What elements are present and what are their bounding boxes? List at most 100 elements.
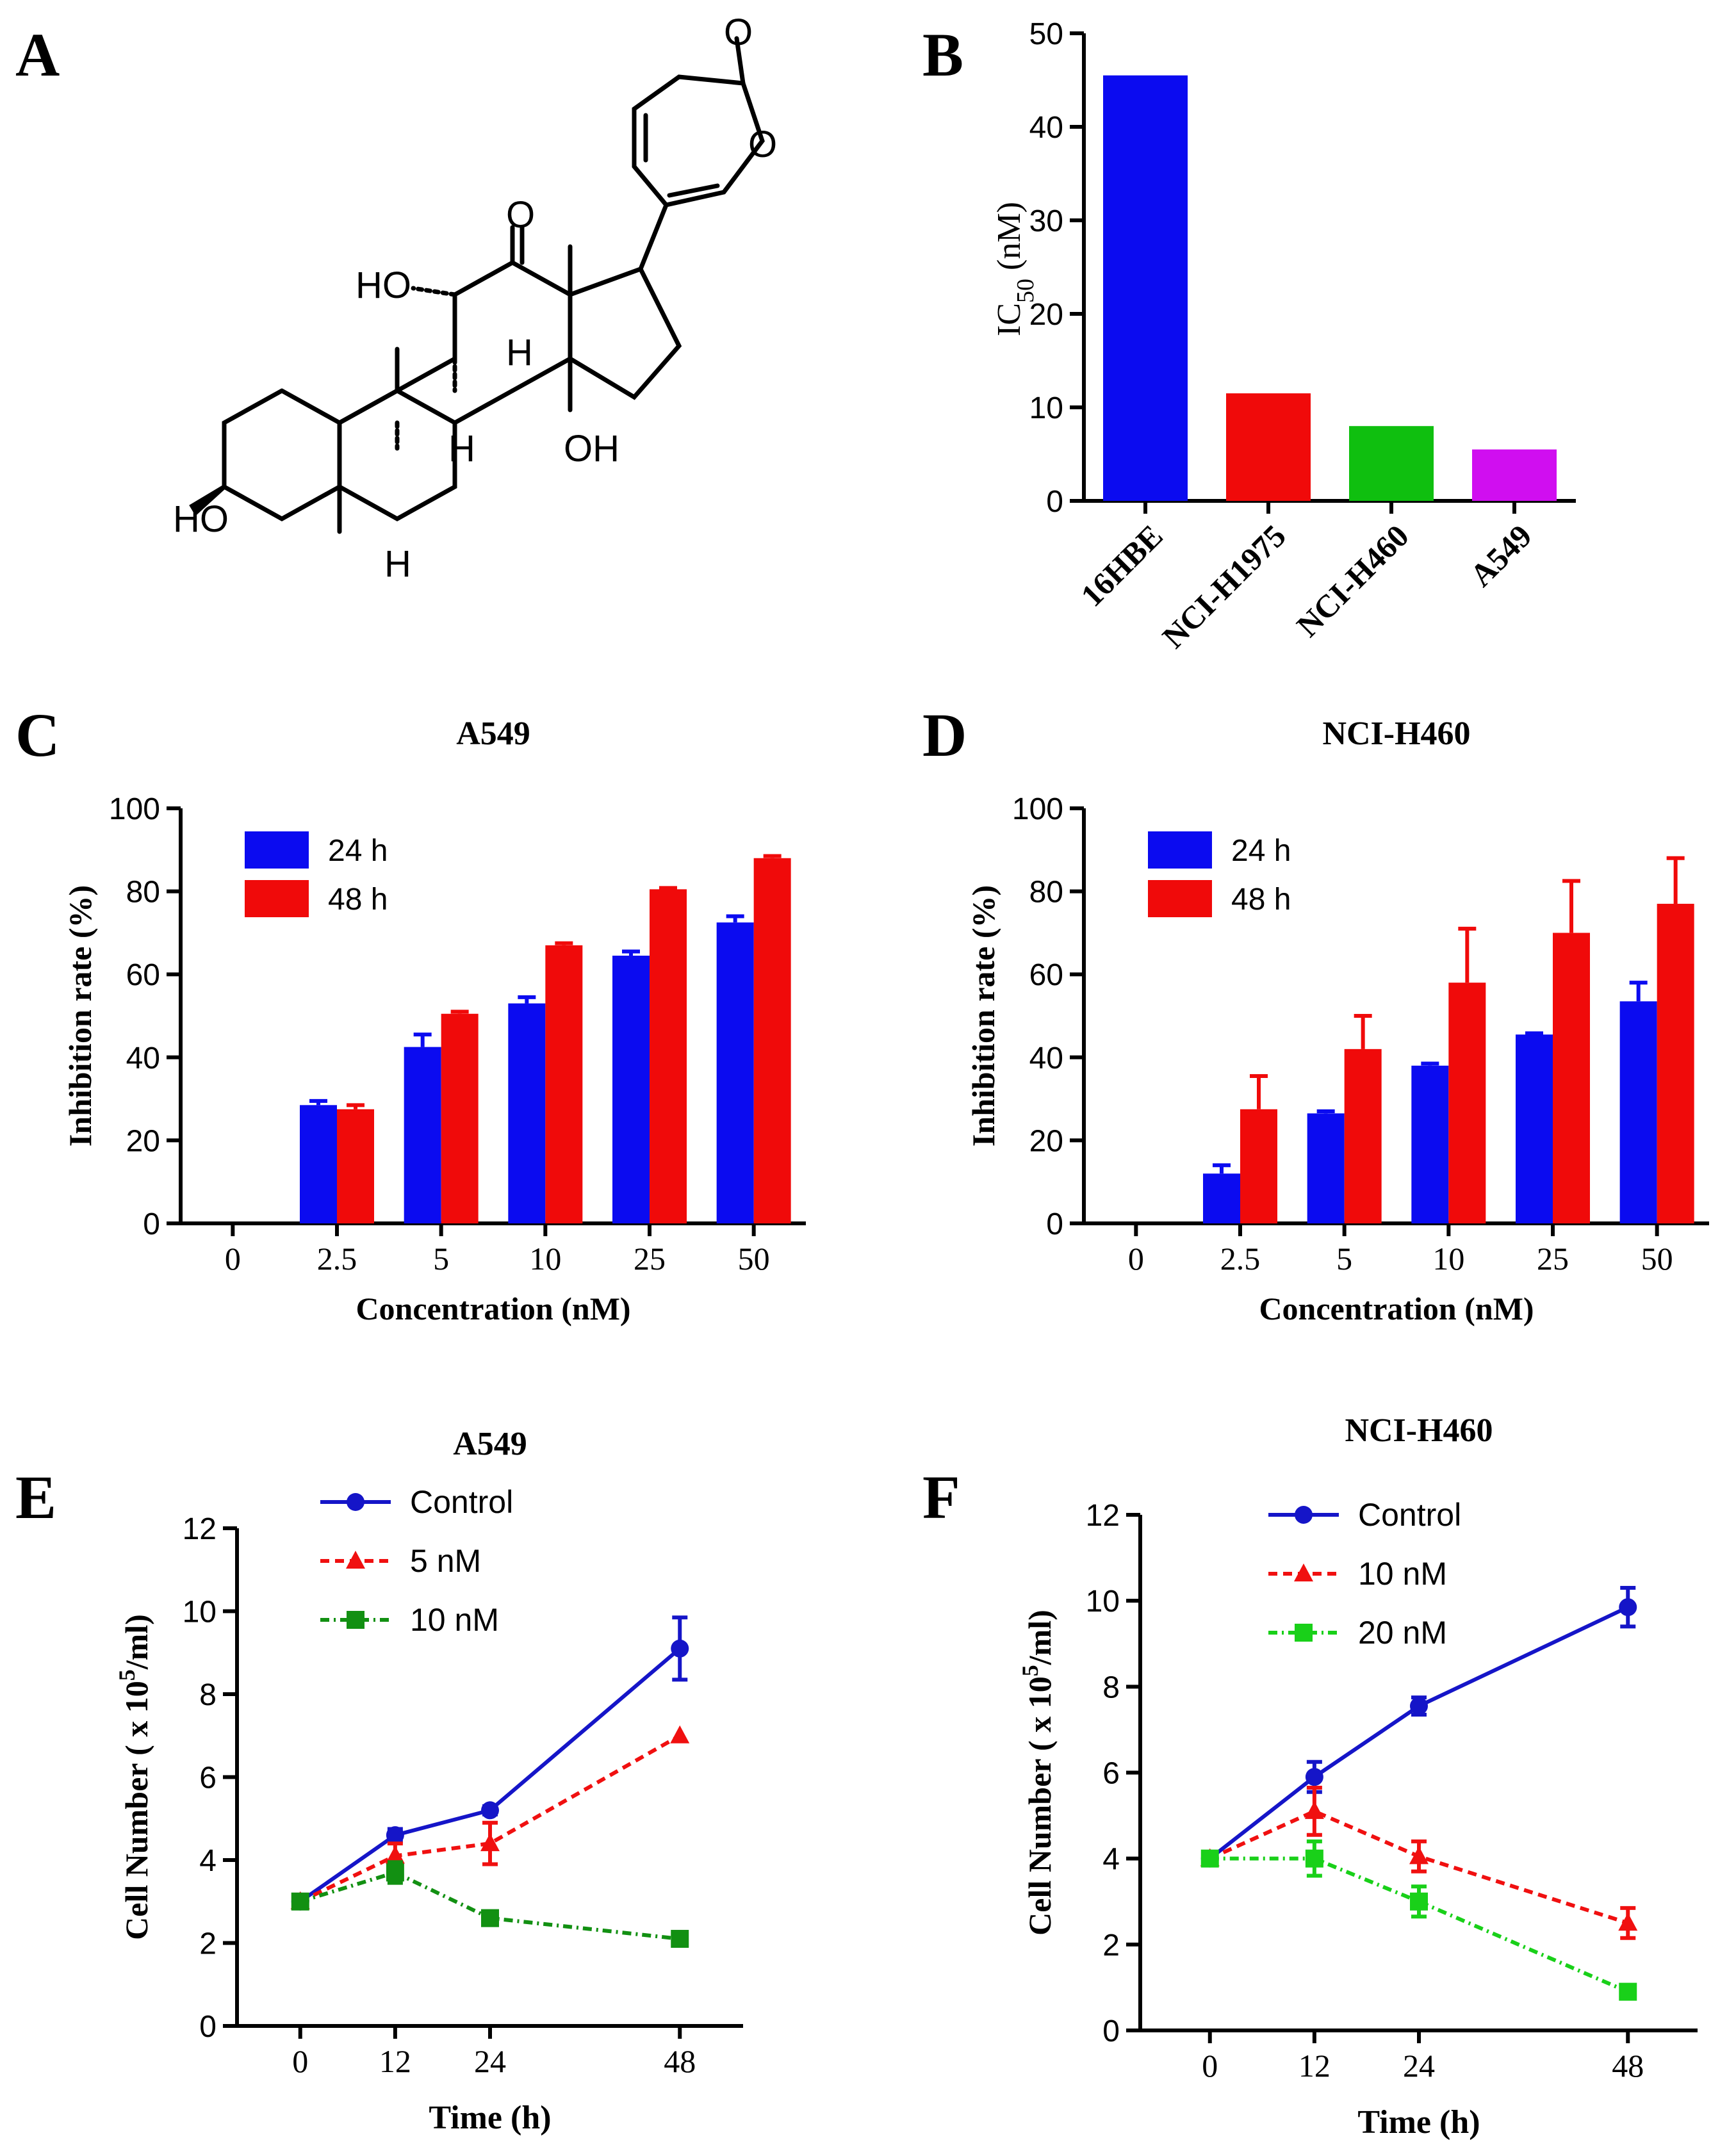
y-tick-label: 60 — [126, 958, 160, 992]
legend-label: 10 nM — [410, 1602, 499, 1638]
legend-label: 48 h — [1231, 883, 1291, 917]
legend-swatch-24h — [1148, 831, 1212, 869]
x-tick-label: 48 — [1612, 2048, 1644, 2084]
data-point-10nM — [1304, 1800, 1324, 1819]
bar-48h-5 — [1344, 1049, 1382, 1223]
y-tick-label: 2 — [199, 1927, 217, 1961]
legend-marker — [347, 1611, 364, 1629]
x-tick-label: 16HBE — [1074, 518, 1170, 614]
data-point-10nM — [671, 1930, 689, 1948]
y-axis-label-tail: (nM) — [991, 202, 1028, 279]
y-axis-label: Cell Number ( x 105/ml) — [1017, 1610, 1058, 1936]
x-axis-label: Time (h) — [429, 2100, 551, 2136]
data-point-10nM — [1409, 1846, 1429, 1865]
legend-label: 48 h — [328, 883, 388, 917]
data-point-Control — [386, 1826, 404, 1845]
x-axis-label: Concentration (nM) — [356, 1291, 630, 1327]
y-tick-label: 0 — [1046, 485, 1063, 519]
y-tick-label: 20 — [1029, 298, 1063, 332]
bar-a549 — [1472, 449, 1557, 501]
data-point-Control — [1305, 1768, 1323, 1786]
y-tick-label: 0 — [1046, 1207, 1063, 1241]
data-point-10nM — [481, 1909, 499, 1927]
chart-title: A549 — [456, 715, 530, 752]
bar-24h-50 — [716, 922, 754, 1223]
bar-16hbe — [1103, 75, 1188, 501]
bar-24h-10 — [508, 1003, 546, 1223]
y-tick-label: 20 — [1029, 1124, 1063, 1158]
bar-24h-2.5 — [1203, 1173, 1240, 1223]
data-point-20nM — [1200, 1849, 1219, 1868]
data-point-Control — [671, 1639, 689, 1658]
y-tick-label: 2 — [1102, 1929, 1120, 1963]
x-tick-label: 10 — [1432, 1241, 1464, 1277]
bar-48h-10 — [1448, 983, 1486, 1223]
y-tick-label: 30 — [1029, 204, 1063, 238]
x-tick-label: 5 — [1336, 1241, 1352, 1277]
bar-24h-50 — [1619, 1001, 1657, 1223]
legend-label: 20 nM — [1358, 1615, 1447, 1651]
x-tick-label: 24 — [1403, 2048, 1435, 2084]
bar-24h-10 — [1411, 1065, 1449, 1223]
legend-label: 5 nM — [410, 1543, 481, 1579]
y-tick-label: 6 — [199, 1761, 217, 1795]
x-tick-label: 25 — [634, 1241, 666, 1277]
legend-swatch-48h — [1148, 880, 1212, 917]
data-point-Control — [1410, 1697, 1428, 1715]
data-point-20nM — [1410, 1892, 1428, 1911]
x-axis-label: Concentration (nM) — [1259, 1291, 1534, 1327]
bar-24h-2.5 — [300, 1105, 337, 1223]
y-tick-label: 12 — [1086, 1499, 1120, 1533]
legend-marker — [1295, 1506, 1313, 1524]
atom-label-oh-c14: OH — [564, 428, 619, 469]
y-tick-label: 0 — [199, 2010, 217, 2044]
x-tick-label: 50 — [738, 1241, 770, 1277]
bar-48h-2.5 — [337, 1109, 374, 1223]
x-tick-label: 48 — [664, 2043, 696, 2079]
bar-24h-25 — [612, 956, 650, 1223]
data-point-5nM — [670, 1725, 690, 1743]
chart-title: NCI-H460 — [1322, 715, 1470, 752]
y-axis-label: Cell Number ( x 105/ml) — [114, 1614, 154, 1940]
legend-label: Control — [1358, 1497, 1461, 1533]
data-point-5nM — [480, 1833, 500, 1852]
bar-48h-50 — [753, 858, 791, 1223]
bar-24h-25 — [1516, 1034, 1553, 1223]
atom-label-h-c9: H — [448, 428, 475, 469]
y-axis-label-sub: 50 — [1012, 279, 1039, 303]
x-tick-label: 2.5 — [1220, 1241, 1261, 1277]
y-tick-label: 6 — [1102, 1757, 1120, 1791]
bar-48h-25 — [650, 889, 687, 1223]
panel-label-a: A — [15, 20, 60, 89]
panel-label-e: E — [15, 1463, 56, 1531]
x-tick-label: 5 — [433, 1241, 449, 1277]
x-tick-label: NCI-H460 — [1290, 518, 1416, 644]
y-axis-label-pre: Cell Number ( x 10 — [1022, 1676, 1058, 1936]
series-line-5nM — [299, 1734, 681, 1904]
y-tick-label: 80 — [126, 876, 160, 910]
x-tick-label: 0 — [292, 2043, 308, 2079]
y-axis-label-main: IC — [991, 303, 1028, 336]
x-tick-label: 0 — [1202, 2048, 1218, 2084]
data-point-Control — [481, 1801, 499, 1820]
data-point-10nM — [1618, 1913, 1638, 1931]
atom-label-ho-c11: HO — [356, 265, 411, 306]
atom-label-ketone-o: O — [506, 194, 535, 236]
atom-label-ring-o: O — [748, 124, 777, 165]
panel-label-c: C — [15, 701, 60, 769]
data-point-5nM — [385, 1845, 405, 1864]
bar-48h-25 — [1553, 933, 1590, 1223]
legend-marker — [346, 1551, 365, 1569]
x-tick-label: NCI-H1975 — [1155, 518, 1292, 655]
y-axis-label: IC50 (nM) — [991, 202, 1039, 336]
y-tick-label: 10 — [1086, 1585, 1120, 1619]
panel-label-b: B — [922, 20, 963, 89]
y-tick-label: 20 — [126, 1124, 160, 1158]
x-tick-label: 0 — [1128, 1241, 1144, 1277]
y-tick-label: 100 — [1012, 792, 1063, 826]
y-tick-label: 40 — [1029, 111, 1063, 145]
data-point-10nM — [291, 1892, 309, 1911]
y-axis-label-sup: 5 — [1017, 1665, 1043, 1676]
